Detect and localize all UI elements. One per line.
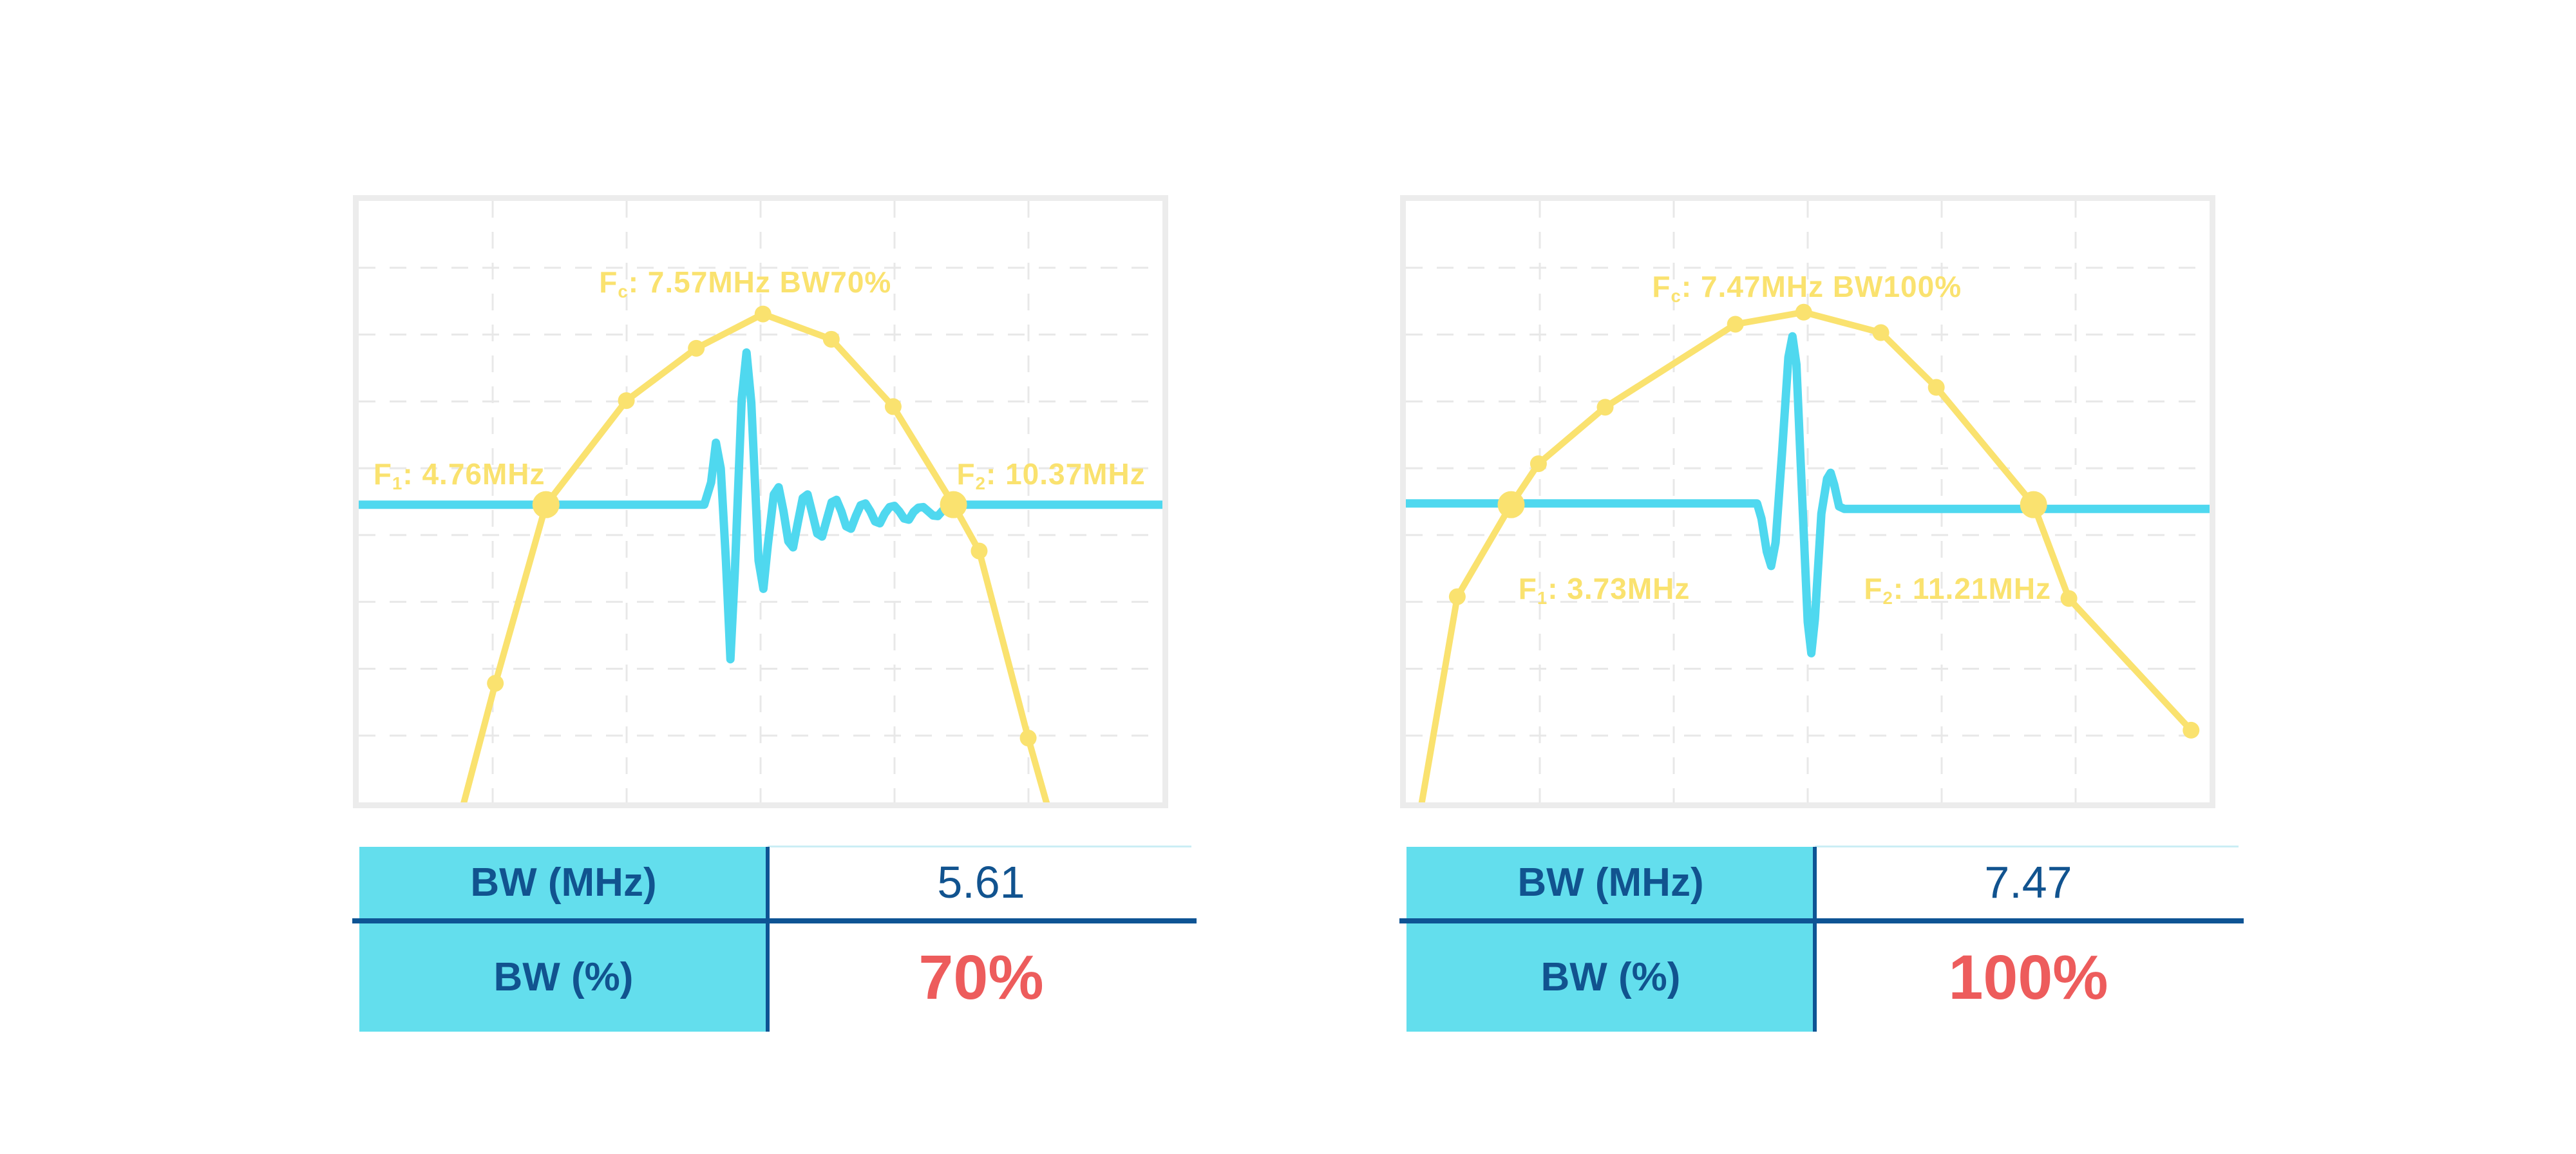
bandwidth-edge-marker xyxy=(532,491,560,518)
label-text: : 10.37MHz xyxy=(985,457,1146,491)
label-text: : 4.76MHz xyxy=(402,457,545,491)
spectrum-curve xyxy=(1418,308,2195,802)
table-column-divider xyxy=(1813,847,1817,1032)
table-row-label-bw-percent: BW (%) xyxy=(1540,955,1681,999)
spectrum-marker xyxy=(884,398,902,415)
spectrum-marker xyxy=(2060,590,2078,607)
label-prefix: F xyxy=(373,457,392,491)
table-row-divider xyxy=(352,918,1197,923)
chart-broadband: Fc: 7.47MHz BW100% F1: 3.73MHz F2: 11.21… xyxy=(1400,195,2215,808)
table-value-bw-percent: 100% xyxy=(1948,942,2108,1012)
spectrum-marker xyxy=(618,392,635,410)
pulse-waveform xyxy=(1406,332,2210,657)
spectrum-marker xyxy=(1448,588,1466,605)
spectrum-marker xyxy=(1019,730,1037,747)
spectrum-plot-svg xyxy=(1406,201,2210,802)
spectrum-marker xyxy=(1795,303,1812,321)
center-frequency-label: Fc: 7.47MHz BW100% xyxy=(1652,269,1962,307)
bandwidth-table: BW (MHz) 7.47 BW (%) 100% xyxy=(1399,846,2244,1032)
table-row-divider xyxy=(1399,918,2244,923)
table-top-border xyxy=(1815,846,2239,847)
table-value-bw-mhz: 5.61 xyxy=(937,857,1025,907)
spectrum-marker xyxy=(971,542,988,560)
spectrum-marker xyxy=(2183,721,2200,739)
bandwidth-edge-marker xyxy=(940,491,967,518)
table-value-bw-mhz: 7.47 xyxy=(1984,857,2072,907)
table-row-label-bw-mhz: BW (MHz) xyxy=(470,860,657,905)
bandwidth-edge-marker xyxy=(1497,491,1525,518)
spectrum-marker xyxy=(688,339,705,357)
spectrum-plot-svg xyxy=(359,201,1162,802)
label-prefix: F xyxy=(1652,270,1671,304)
label-subscript: 1 xyxy=(392,473,403,494)
label-subscript: c xyxy=(1671,286,1681,307)
label-prefix: F xyxy=(599,265,618,299)
table-row-label-bw-mhz: BW (MHz) xyxy=(1517,860,1704,905)
table-column-divider xyxy=(766,847,770,1032)
chart-narrowband: Fc: 7.57MHz BW70% F1: 4.76MHz F2: 10.37M… xyxy=(353,195,1168,808)
label-text: : 7.47MHz BW100% xyxy=(1681,270,1962,304)
bandwidth-table: BW (MHz) 5.61 BW (%) 70% xyxy=(352,846,1197,1032)
panel-narrowband: Fc: 7.57MHz BW70% F1: 4.76MHz F2: 10.37M… xyxy=(352,195,1197,1033)
f1-frequency-label: F1: 4.76MHz xyxy=(374,457,545,494)
label-subscript: c xyxy=(618,281,629,302)
label-subscript: 2 xyxy=(1882,588,1893,609)
label-text: : 11.21MHz xyxy=(1893,572,2052,606)
spectrum-curve xyxy=(460,310,1050,802)
table-top-border xyxy=(768,846,1191,847)
label-subscript: 1 xyxy=(1537,588,1548,609)
center-frequency-label: Fc: 7.57MHz BW70% xyxy=(599,265,891,302)
table-row-label-bw-percent: BW (%) xyxy=(493,955,634,999)
f1-frequency-label: F1: 3.73MHz xyxy=(1519,571,1690,609)
spectrum-marker xyxy=(1596,399,1614,416)
label-text: : 3.73MHz xyxy=(1548,572,1690,606)
spectrum-marker xyxy=(1872,324,1889,341)
f2-frequency-label: F2: 10.37MHz xyxy=(957,457,1146,494)
spectrum-marker xyxy=(822,330,840,348)
table-header-column xyxy=(1406,847,1815,1032)
label-prefix: F xyxy=(956,457,976,491)
f2-frequency-label: F2: 11.21MHz xyxy=(1864,571,2051,609)
panel-broadband: Fc: 7.47MHz BW100% F1: 3.73MHz F2: 11.21… xyxy=(1399,195,2244,1033)
label-prefix: F xyxy=(1864,572,1883,606)
spectrum-marker xyxy=(754,305,772,323)
label-prefix: F xyxy=(1518,572,1537,606)
bandwidth-edge-marker xyxy=(2020,491,2047,518)
spectrum-marker xyxy=(1530,455,1547,473)
table-value-bw-percent: 70% xyxy=(918,942,1044,1012)
label-subscript: 2 xyxy=(975,473,986,494)
table-header-column xyxy=(359,847,768,1032)
pulse-waveform xyxy=(359,348,1162,664)
spectrum-marker xyxy=(1727,316,1744,333)
label-text: : 7.57MHz BW70% xyxy=(628,265,892,299)
spectrum-marker xyxy=(1927,379,1945,396)
spectrum-marker xyxy=(487,675,504,692)
